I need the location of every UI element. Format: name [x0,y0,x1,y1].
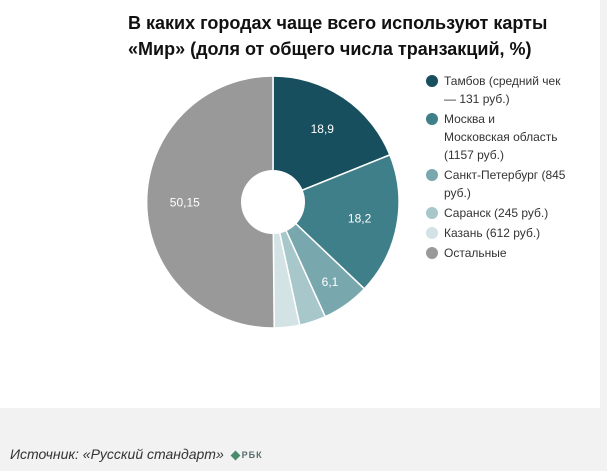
pie-label-2: 6,1 [322,275,339,289]
rbk-logo-text: РБК [241,450,263,461]
pie-label-5: 50,15 [170,195,200,209]
legend-item: Санкт-Петербург (845 руб.) [426,166,601,202]
legend-item: Казань (612 руб.) [426,224,601,242]
legend-label: Санкт-Петербург (845 руб.) [444,168,566,200]
legend-label: Казань (612 руб.) [444,226,541,240]
chart-title: В каких городах чаще всего используют ка… [128,10,568,62]
legend-label: Москва и Московская область (1157 руб.) [444,112,558,162]
pie-slice-5 [145,75,275,329]
legend-item: Тамбов (средний чек — 131 руб.) [426,72,601,108]
legend-label: Тамбов (средний чек — 131 руб.) [444,74,561,106]
legend-label: Саранск (245 руб.) [444,206,549,220]
pie-label-0: 18,9 [311,122,335,136]
pie-label-1: 18,2 [348,212,372,226]
legend-item: Остальные [426,244,601,262]
legend-swatch-icon [426,169,438,181]
legend-swatch-icon [426,113,438,125]
legend-swatch-icon [426,247,438,259]
chart-card: В каких городах чаще всего используют ка… [0,0,600,408]
pie-slice-1 [271,153,400,290]
legend-label: Остальные [444,246,507,260]
chart-title-line-1: В каких городах чаще всего используют ка… [128,13,548,33]
legend-swatch-icon [426,75,438,87]
pie-chart: 18,9 18,2 6,1 50,15 [145,75,400,329]
chart-title-line-2: «Мир» (доля от общего числа транзакций, … [128,39,532,59]
pie-slice-0 [272,75,391,204]
rbk-logo-mark-icon [230,450,241,461]
source-line: Источник: «Русский стандарт» РБК [10,446,263,462]
source-text: Источник: «Русский стандарт» [10,446,224,462]
chart-legend: Тамбов (средний чек — 131 руб.) Москва и Мо… [426,72,601,264]
legend-item: Москва и Московская область (1157 руб.) [426,110,601,164]
rbk-logo: РБК [230,450,263,461]
legend-swatch-icon [426,207,438,219]
donut-hole [241,170,305,234]
legend-item: Саранск (245 руб.) [426,204,601,222]
legend-swatch-icon [426,227,438,239]
